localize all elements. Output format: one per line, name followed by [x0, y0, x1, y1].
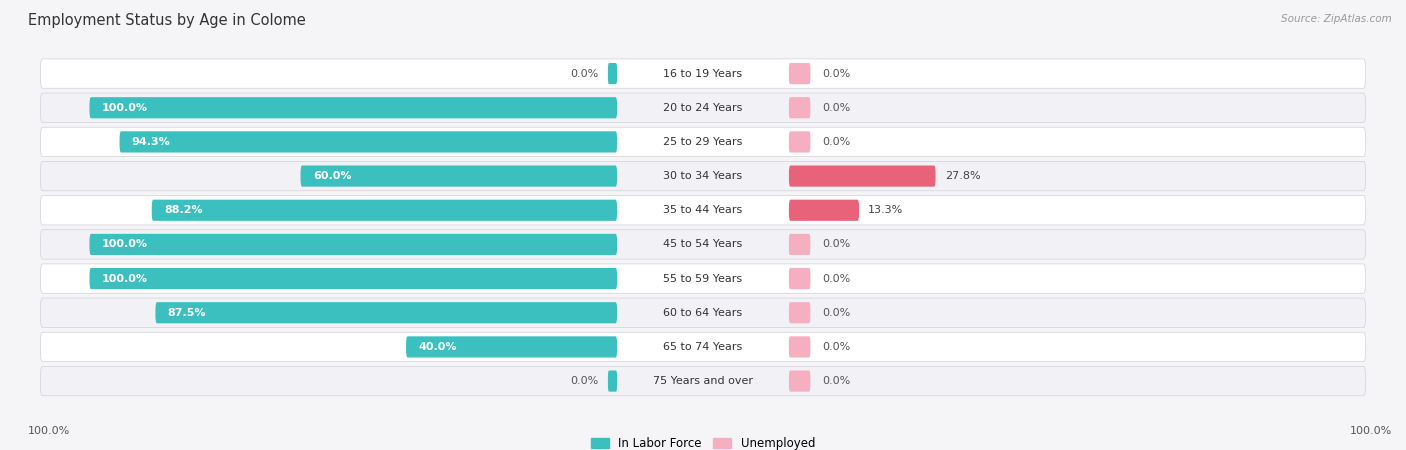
Text: 30 to 34 Years: 30 to 34 Years	[664, 171, 742, 181]
FancyBboxPatch shape	[607, 370, 617, 392]
Text: 16 to 19 Years: 16 to 19 Years	[664, 68, 742, 79]
Text: 55 to 59 Years: 55 to 59 Years	[664, 274, 742, 284]
Text: 0.0%: 0.0%	[823, 68, 851, 79]
Text: Source: ZipAtlas.com: Source: ZipAtlas.com	[1281, 14, 1392, 23]
Text: 94.3%: 94.3%	[132, 137, 170, 147]
Text: 100.0%: 100.0%	[101, 274, 148, 284]
Text: 0.0%: 0.0%	[571, 68, 599, 79]
Text: 100.0%: 100.0%	[101, 239, 148, 249]
FancyBboxPatch shape	[90, 234, 617, 255]
FancyBboxPatch shape	[789, 234, 810, 255]
Text: 100.0%: 100.0%	[1350, 427, 1392, 436]
Text: 75 Years and over: 75 Years and over	[652, 376, 754, 386]
FancyBboxPatch shape	[789, 63, 810, 84]
FancyBboxPatch shape	[789, 268, 810, 289]
Text: 100.0%: 100.0%	[101, 103, 148, 113]
FancyBboxPatch shape	[406, 336, 617, 357]
FancyBboxPatch shape	[789, 370, 810, 392]
Text: 0.0%: 0.0%	[823, 274, 851, 284]
Text: 27.8%: 27.8%	[945, 171, 980, 181]
Text: 0.0%: 0.0%	[823, 239, 851, 249]
FancyBboxPatch shape	[41, 59, 1365, 88]
Text: 40.0%: 40.0%	[419, 342, 457, 352]
Text: Employment Status by Age in Colome: Employment Status by Age in Colome	[28, 14, 307, 28]
FancyBboxPatch shape	[789, 97, 810, 118]
Text: 0.0%: 0.0%	[823, 137, 851, 147]
Text: 0.0%: 0.0%	[571, 376, 599, 386]
Text: 0.0%: 0.0%	[823, 103, 851, 113]
FancyBboxPatch shape	[41, 127, 1365, 157]
FancyBboxPatch shape	[41, 298, 1365, 328]
FancyBboxPatch shape	[789, 336, 810, 357]
Text: 0.0%: 0.0%	[823, 376, 851, 386]
FancyBboxPatch shape	[301, 166, 617, 187]
FancyBboxPatch shape	[41, 196, 1365, 225]
FancyBboxPatch shape	[90, 97, 617, 118]
FancyBboxPatch shape	[120, 131, 617, 153]
FancyBboxPatch shape	[90, 268, 617, 289]
FancyBboxPatch shape	[41, 93, 1365, 122]
FancyBboxPatch shape	[789, 302, 810, 324]
Text: 35 to 44 Years: 35 to 44 Years	[664, 205, 742, 215]
Legend: In Labor Force, Unemployed: In Labor Force, Unemployed	[586, 432, 820, 450]
Text: 13.3%: 13.3%	[869, 205, 904, 215]
FancyBboxPatch shape	[41, 230, 1365, 259]
Text: 100.0%: 100.0%	[28, 427, 70, 436]
FancyBboxPatch shape	[41, 162, 1365, 191]
FancyBboxPatch shape	[41, 366, 1365, 396]
Text: 20 to 24 Years: 20 to 24 Years	[664, 103, 742, 113]
FancyBboxPatch shape	[41, 264, 1365, 293]
FancyBboxPatch shape	[607, 63, 617, 84]
Text: 25 to 29 Years: 25 to 29 Years	[664, 137, 742, 147]
FancyBboxPatch shape	[789, 131, 810, 153]
FancyBboxPatch shape	[41, 332, 1365, 362]
Text: 60.0%: 60.0%	[312, 171, 352, 181]
FancyBboxPatch shape	[789, 200, 859, 221]
FancyBboxPatch shape	[152, 200, 617, 221]
Text: 87.5%: 87.5%	[167, 308, 207, 318]
Text: 0.0%: 0.0%	[823, 342, 851, 352]
FancyBboxPatch shape	[156, 302, 617, 324]
FancyBboxPatch shape	[789, 166, 935, 187]
Text: 0.0%: 0.0%	[823, 308, 851, 318]
Text: 88.2%: 88.2%	[165, 205, 202, 215]
Text: 60 to 64 Years: 60 to 64 Years	[664, 308, 742, 318]
Text: 45 to 54 Years: 45 to 54 Years	[664, 239, 742, 249]
Text: 65 to 74 Years: 65 to 74 Years	[664, 342, 742, 352]
